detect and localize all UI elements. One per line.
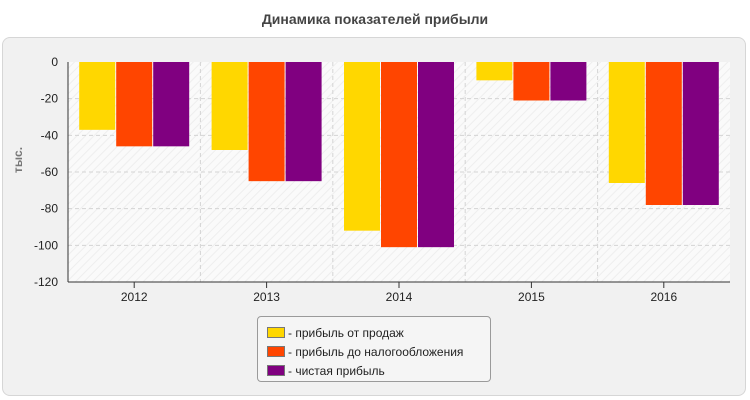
y-tick-label: -100	[34, 238, 58, 252]
tick-labels: 0 -20 -40 -60 -80 -100 -120 2012 2013 2014 2015 201…	[34, 55, 678, 304]
bar	[153, 62, 190, 147]
axes	[67, 62, 730, 288]
y-axis-label: тыс.	[11, 147, 25, 173]
bar	[116, 62, 153, 147]
bar	[645, 62, 682, 205]
bar	[513, 62, 550, 101]
legend-swatch	[267, 365, 285, 376]
legend-item: - чистая прибыль	[267, 361, 490, 380]
x-tick-label: 2014	[386, 290, 413, 304]
legend-item: - прибыль до налогообложения	[267, 342, 490, 361]
bars	[79, 62, 719, 248]
chart-title: Динамика показателей прибыли	[261, 11, 489, 27]
x-tick-label: 2016	[650, 290, 677, 304]
legend: - прибыль от продаж - прибыль до налогоо…	[257, 316, 491, 382]
legend-label: - прибыль от продаж	[288, 325, 404, 340]
x-tick-label: 2012	[121, 290, 148, 304]
bar	[344, 62, 380, 231]
bar	[550, 62, 587, 101]
bar	[248, 62, 285, 182]
x-tick-label: 2015	[518, 290, 545, 304]
bar	[285, 62, 322, 182]
bar	[682, 62, 719, 205]
bar	[608, 62, 645, 183]
legend-swatch	[267, 327, 285, 338]
legend-swatch	[267, 346, 285, 357]
y-tick-label: -20	[41, 92, 59, 106]
bar	[79, 62, 116, 130]
y-tick-label: 0	[51, 55, 58, 69]
y-tick-label: -120	[34, 275, 58, 289]
legend-label: - чистая прибыль	[288, 363, 385, 378]
bar	[381, 62, 417, 248]
x-tick-label: 2013	[253, 290, 280, 304]
legend-label: - прибыль до налогообложения	[288, 344, 464, 359]
legend-item: - прибыль от продаж	[267, 323, 490, 342]
bar	[211, 62, 248, 150]
y-tick-label: -60	[41, 165, 59, 179]
bar	[418, 62, 454, 248]
bar	[476, 62, 513, 81]
y-tick-label: -80	[41, 202, 59, 216]
y-tick-label: -40	[41, 128, 59, 142]
